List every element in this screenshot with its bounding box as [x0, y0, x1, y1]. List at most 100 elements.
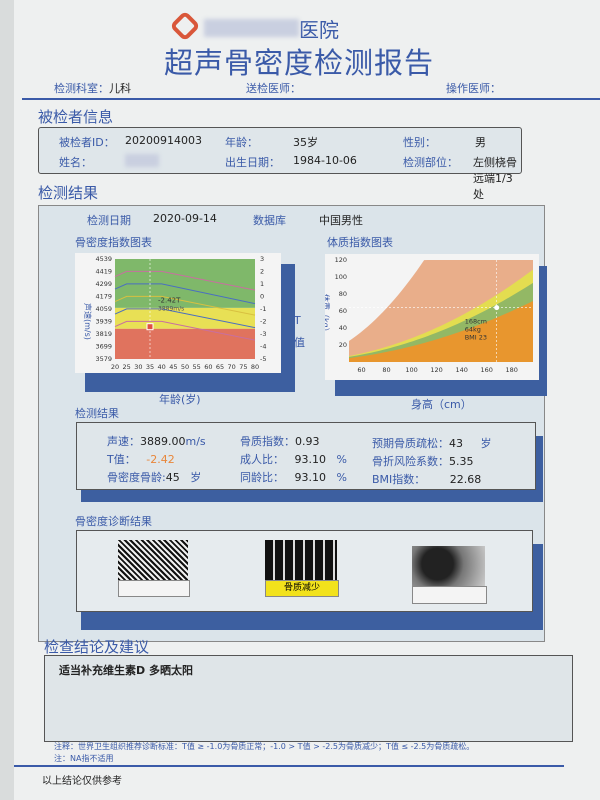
- site-label: 检测部位：: [403, 156, 458, 169]
- point-label: BMI 23: [465, 334, 487, 342]
- y-tick-label: 80: [339, 290, 347, 298]
- x-tick-label: 75: [239, 363, 247, 371]
- point-label-speed: 3889m/s: [158, 306, 184, 313]
- bmi-chart-title: 体质指数图表: [327, 236, 393, 249]
- name-label: 姓名：: [59, 156, 92, 169]
- age-match-unit: %: [336, 471, 347, 484]
- patient-info-box: 被检者ID： 20200914003 年龄： 35岁 性别： 男 姓名： 出生日…: [38, 127, 522, 201]
- hospital-name: 医院: [204, 14, 339, 43]
- x-tick-label: 100: [405, 366, 417, 374]
- summary-title: 检测结果: [75, 407, 119, 420]
- point-label: 64kg: [465, 326, 481, 334]
- osteopenia-caption: 骨质减少: [265, 580, 339, 597]
- x-tick-label: 60: [204, 363, 212, 371]
- bmd-chart-title: 骨密度指数图表: [75, 236, 152, 249]
- x-tick-label: 50: [181, 363, 189, 371]
- t-tick-label: 2: [260, 268, 264, 276]
- bqi-label: 骨质指数：: [240, 435, 295, 448]
- y-tick-label: 4059: [95, 305, 112, 313]
- bmi-band: [349, 300, 533, 362]
- database-label: 数据库: [253, 214, 286, 227]
- t-tick-label: -1: [260, 305, 266, 313]
- t-tick-label: -2: [260, 318, 266, 326]
- bmi-x-axis-label: 身高（cm）: [411, 398, 472, 411]
- normal-bone-image: [118, 540, 188, 580]
- id-label: 被检者ID：: [59, 136, 115, 149]
- conclusion-text: 适当补充维生素D 多晒太阳: [59, 664, 193, 677]
- hospital-logo-icon: [169, 10, 201, 42]
- site-value: 左侧桡骨远端1/3处: [473, 156, 517, 201]
- summary-box: 声速：3889.00m/s T值： -2.42 骨密度骨龄:45 岁 骨质指数：…: [76, 422, 536, 490]
- y-tick-label: 60: [339, 307, 347, 315]
- y-tick-label: 4299: [95, 280, 112, 288]
- x-tick-label: 40: [158, 363, 166, 371]
- t-tick-label: 0: [260, 293, 264, 301]
- x-tick-label: 30: [134, 363, 142, 371]
- point-label: 168cm: [465, 318, 487, 326]
- divider: [22, 98, 600, 100]
- osteo-age-value: 43: [449, 437, 463, 450]
- x-tick-label: 140: [455, 366, 467, 374]
- adult-ratio-label: 成人比：: [240, 453, 284, 466]
- x-tick-label: 160: [480, 366, 492, 374]
- bmd-x-axis-label: 年龄(岁): [159, 393, 201, 406]
- na-note: 注：NA指不适用: [54, 754, 114, 763]
- age-match-label: 同龄比：: [240, 471, 284, 484]
- x-tick-label: 80: [382, 366, 390, 374]
- patient-section-title: 被检者信息: [38, 108, 114, 126]
- conclusion-title: 检查结论及建议: [44, 638, 150, 656]
- age-label: 年龄：: [225, 136, 258, 149]
- x-tick-label: 65: [216, 363, 224, 371]
- date-value: 2020-09-14: [153, 212, 217, 225]
- speed-label: 声速：: [107, 435, 140, 448]
- x-tick-label: 120: [430, 366, 442, 374]
- speed-value: 3889.00: [140, 435, 186, 448]
- who-note: 注释：世界卫生组织推荐诊断标准：T值 ≥ -1.0为骨质正常；-1.0 > T值…: [54, 742, 475, 751]
- reference-line: [114, 308, 256, 329]
- y-tick-label: 40: [339, 324, 347, 332]
- y-tick-label: 20: [339, 341, 347, 349]
- x-tick-label: 25: [123, 363, 131, 371]
- bone-age-value: 45: [165, 471, 180, 484]
- y-tick-label: 3819: [95, 330, 112, 338]
- x-tick-label: 35: [146, 363, 154, 371]
- report-page: 医院 超声骨密度检测报告 检测科室：儿科 送检医师： 操作医师： 被检者信息 被…: [14, 0, 600, 800]
- x-tick-label: 45: [169, 363, 177, 371]
- t-axis-label: T值: [294, 314, 305, 349]
- osteopenia-bone-image: [265, 540, 337, 580]
- sex-value: 男: [475, 136, 486, 149]
- osteoporosis-caption: [412, 586, 487, 604]
- speed-unit: m/s: [185, 435, 206, 448]
- t-label: T值：: [107, 453, 136, 466]
- osteoporosis-bone-image: [412, 546, 485, 586]
- normal-caption: [118, 580, 190, 597]
- x-tick-label: 80: [251, 363, 259, 371]
- y-tick-label: 4539: [95, 255, 112, 263]
- diagnosis-title: 骨密度诊断结果: [75, 515, 152, 528]
- bqi-value: 0.93: [295, 435, 320, 448]
- y-tick-label: 4419: [95, 268, 112, 276]
- database-value: 中国男性: [319, 214, 363, 227]
- y-tick-label: 4179: [95, 293, 112, 301]
- reference-line: [114, 270, 256, 291]
- operator-label: 操作医师：: [446, 82, 501, 95]
- bone-age-label: 骨密度骨龄:: [107, 471, 166, 484]
- referring-doctor-label: 送检医师：: [246, 82, 301, 95]
- t-tick-label: -4: [260, 343, 266, 351]
- dept-label: 检测科室：: [54, 82, 109, 95]
- report-title: 超声骨密度检测报告: [164, 46, 435, 80]
- age-match-value: 93.10: [294, 471, 327, 484]
- results-section-title: 检测结果: [38, 184, 99, 202]
- reference-line: [114, 283, 256, 305]
- x-tick-label: 60: [357, 366, 365, 374]
- sex-label: 性别：: [403, 136, 436, 149]
- x-tick-label: 70: [228, 363, 236, 371]
- reference-line: [114, 295, 256, 316]
- y-tick-label: 3579: [95, 355, 112, 363]
- x-tick-label: 20: [111, 363, 119, 371]
- x-tick-label: 55: [193, 363, 201, 371]
- t-value: -2.42: [146, 453, 175, 466]
- t-tick-label: -3: [260, 330, 266, 338]
- hospital-suffix: 医院: [299, 18, 339, 42]
